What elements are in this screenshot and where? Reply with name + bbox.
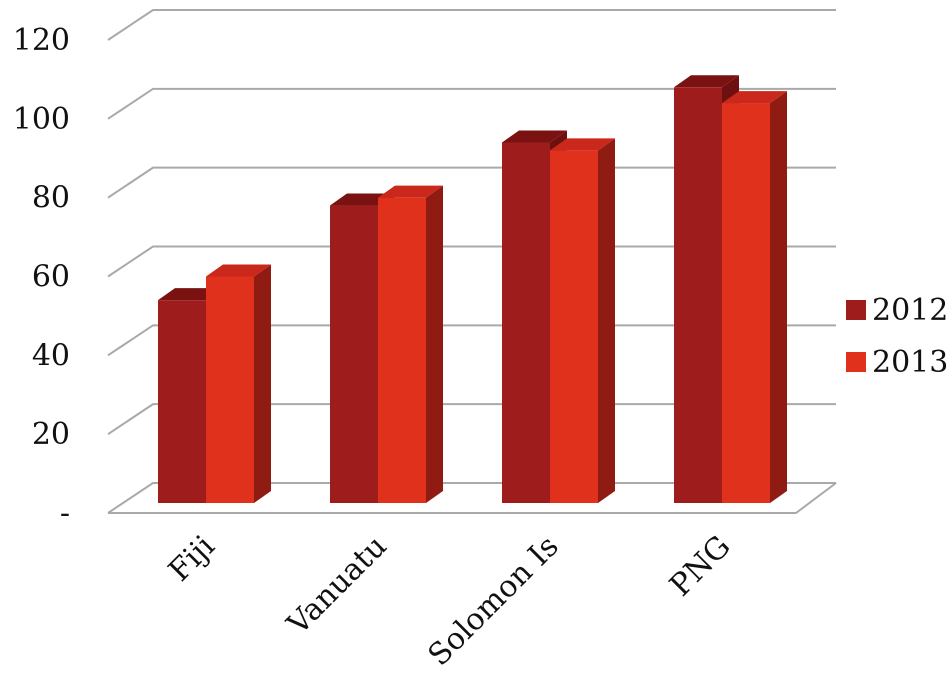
category-label: PNG [663, 529, 738, 604]
bar-front [674, 87, 722, 504]
floor-edge [108, 482, 837, 514]
y-tick-label: 80 [32, 181, 70, 216]
bars [158, 75, 787, 504]
gridline [107, 87, 836, 120]
y-tick-label: 20 [32, 417, 70, 452]
bar-side [426, 185, 443, 503]
bar-top [550, 138, 615, 151]
y-tick-label: - [60, 496, 70, 531]
bar-top [722, 91, 787, 104]
y-tick-label: 120 [13, 23, 70, 58]
legend: 2012 2013 [846, 293, 948, 380]
bar-top [378, 185, 443, 198]
bar-front [550, 150, 598, 503]
bar-side [598, 138, 615, 503]
legend-label: 2012 [872, 293, 948, 328]
bar-top [674, 75, 739, 88]
bar-front [206, 276, 254, 503]
bar-front [330, 205, 378, 504]
bar-2013-fiji [206, 264, 271, 503]
y-tick-label: 100 [13, 102, 70, 137]
bar-front [722, 103, 770, 504]
legend-swatch [846, 352, 866, 372]
bar-top [502, 130, 567, 143]
y-axis-tick-labels: - 20 40 60 80 100 120 [13, 23, 70, 531]
bar-2013-png [722, 91, 787, 504]
bar-2013-solomon-is [550, 138, 615, 503]
y-tick-label: 60 [32, 260, 70, 295]
bar-side [254, 264, 271, 503]
legend-item-2012: 2012 [846, 293, 948, 328]
x-axis-category-labels: Fiji Vanuatu Solomon Is PNG [162, 529, 738, 673]
legend-item-2013: 2013 [846, 345, 948, 380]
category-label: Fiji [162, 529, 222, 589]
bar-side [770, 91, 787, 504]
category-label: Vanuatu [280, 529, 394, 643]
bar-top [206, 264, 271, 277]
bar-front [158, 300, 206, 503]
gridline [107, 9, 836, 41]
bar-front [378, 197, 426, 503]
category-label: Solomon Is [421, 529, 565, 673]
y-tick-label: 40 [32, 338, 70, 373]
legend-swatch [846, 300, 866, 320]
legend-label: 2013 [872, 345, 948, 380]
gridlines [107, 9, 837, 514]
bar-2013-vanuatu [378, 185, 443, 503]
bar-front [502, 142, 550, 503]
